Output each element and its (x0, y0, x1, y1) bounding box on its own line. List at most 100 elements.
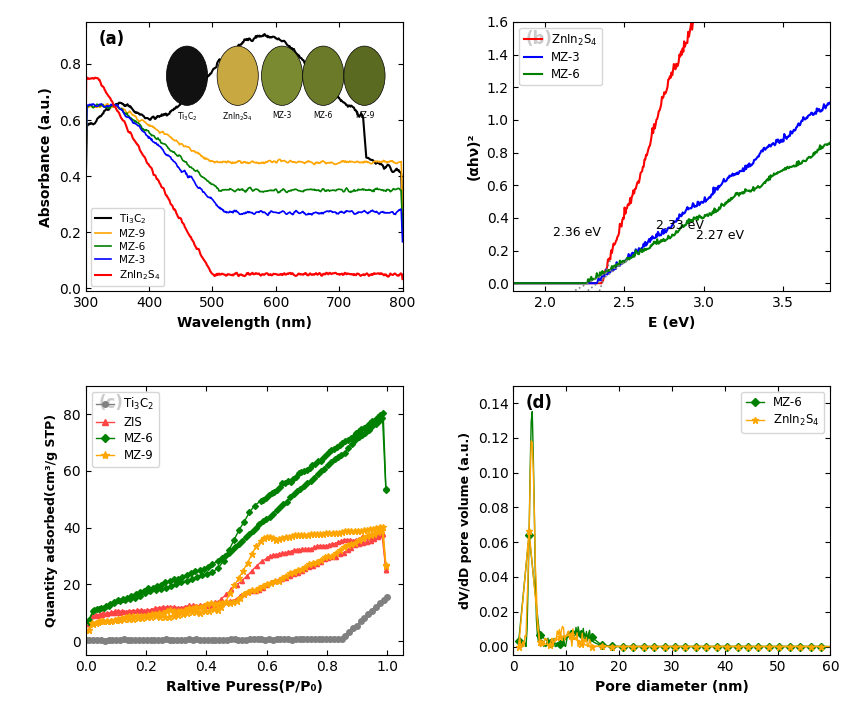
MZ-6 (378, 409, 389, 418)
MZ-6 (701, 642, 711, 651)
ZnIn$_2$S$_4$ (649, 642, 659, 651)
ZnIn₂S₄ (232, 269, 242, 277)
Ellipse shape (261, 46, 303, 106)
MZ-6 (649, 642, 659, 651)
Ti₃C₂ (397, 216, 407, 225)
MZ-6 (825, 139, 835, 148)
ZnIn$_2$S$_4$ (534, 638, 544, 646)
ZnIn₂S₄ (390, 270, 401, 279)
Text: ZnIn$_2$S$_4$: ZnIn$_2$S$_4$ (223, 111, 253, 123)
MZ-6 (691, 642, 701, 651)
ZIS (377, 529, 388, 538)
ZnIn$_2$S$_4$ (546, 279, 556, 288)
ZnIn$_2$S$_4$ (722, 642, 732, 651)
Line: Ti₃C₂: Ti₃C₂ (86, 34, 402, 221)
ZnIn$_2$S$_4$ (628, 642, 639, 651)
MZ-6 (397, 226, 407, 234)
MZ-6 (341, 184, 351, 193)
Text: Ti$_3$C$_2$: Ti$_3$C$_2$ (176, 111, 198, 123)
MZ-3 (341, 207, 351, 216)
MZ-6 (805, 642, 816, 651)
MZ-6 (708, 207, 718, 215)
MZ-9 (377, 523, 388, 531)
Ti$_3$C$_2$ (264, 635, 274, 644)
ZnIn₂S₄ (253, 269, 263, 278)
MZ-3 (390, 210, 401, 219)
MZ-6 (722, 642, 732, 651)
ZnIn$_2$S$_4$ (639, 642, 649, 651)
Line: MZ-6: MZ-6 (86, 104, 402, 230)
Y-axis label: (αhν)²: (αhν)² (467, 132, 481, 181)
Line: MZ-9: MZ-9 (86, 103, 402, 213)
ZnIn$_2$S$_4$ (816, 642, 826, 651)
MZ-3 (611, 258, 621, 266)
ZnIn₂S₄ (397, 274, 407, 283)
ZnIn$_2$S$_4$ (524, 527, 534, 536)
ZnIn$_2$S$_4$ (618, 642, 628, 651)
MZ-3 (825, 98, 835, 107)
ZnIn$_2$S$_4$ (556, 633, 566, 641)
Line: MZ-6: MZ-6 (516, 531, 823, 649)
MZ-9 (270, 157, 280, 166)
ZnIn$_2$S$_4$ (608, 642, 618, 651)
Text: 2.36 eV: 2.36 eV (553, 226, 601, 239)
MZ-6 (296, 468, 306, 477)
ZnIn$_2$S$_4$ (711, 642, 722, 651)
MZ-3 (737, 167, 747, 175)
ZnIn$_2$S$_4$ (633, 178, 644, 187)
MZ-6 (764, 642, 774, 651)
MZ-9 (397, 208, 407, 217)
MZ-6 (80, 175, 91, 183)
Ti₃C₂ (252, 31, 262, 40)
Ti₃C₂ (231, 44, 241, 52)
Line: MZ-6: MZ-6 (86, 411, 388, 622)
ZnIn$_2$S$_4$ (764, 642, 774, 651)
ZnIn₂S₄ (341, 269, 351, 278)
MZ-6 (681, 642, 691, 651)
ZnIn$_2$S$_4$ (795, 642, 805, 651)
MZ-6 (743, 642, 753, 651)
ZnIn$_2$S$_4$ (514, 642, 524, 651)
Ti₃C₂ (341, 100, 351, 109)
MZ-9 (232, 158, 242, 167)
MZ-9 (293, 531, 303, 539)
MZ-6 (753, 642, 764, 651)
MZ-6 (618, 642, 628, 651)
MZ-6 (261, 493, 271, 502)
MZ-6 (84, 616, 94, 625)
Ti₃C₂ (233, 41, 243, 50)
MZ-3 (397, 237, 407, 246)
MZ-3 (88, 100, 98, 108)
Legend: Ti$_3$C$_2$, ZIS, MZ-6, MZ-9: Ti$_3$C$_2$, ZIS, MZ-6, MZ-9 (92, 392, 159, 467)
Ti$_3$C$_2$ (218, 636, 229, 644)
MZ-3 (80, 173, 91, 182)
ZnIn$_2$S$_4$ (586, 642, 597, 651)
MZ-6 (524, 530, 534, 539)
MZ-6 (774, 642, 784, 651)
MZ-9 (102, 99, 112, 108)
ZIS (285, 547, 295, 556)
Line: ZnIn$_2$S$_4$: ZnIn$_2$S$_4$ (515, 528, 824, 650)
X-axis label: Wavelength (nm): Wavelength (nm) (176, 316, 312, 330)
MZ-3 (546, 279, 556, 288)
Ti$_3$C$_2$ (352, 622, 362, 630)
MZ-9 (238, 566, 248, 575)
ZnIn$_2$S$_4$ (805, 642, 816, 651)
MZ-6 (737, 188, 747, 197)
MZ-6 (381, 484, 391, 493)
ZnIn₂S₄ (81, 73, 92, 82)
X-axis label: Pore diameter (nm): Pore diameter (nm) (595, 680, 749, 694)
ZnIn$_2$S$_4$ (597, 642, 607, 651)
ZnIn$_2$S$_4$ (691, 642, 701, 651)
MZ-6 (711, 642, 722, 651)
Ellipse shape (217, 46, 259, 106)
MZ-9 (302, 531, 312, 539)
MZ-6 (508, 279, 519, 288)
ZIS (84, 620, 94, 628)
MZ-6 (795, 642, 805, 651)
Text: 2.33 eV: 2.33 eV (656, 219, 704, 232)
MZ-6 (566, 630, 576, 638)
MZ-6 (633, 250, 644, 258)
MZ-6 (586, 633, 597, 641)
MZ-9 (80, 175, 91, 184)
